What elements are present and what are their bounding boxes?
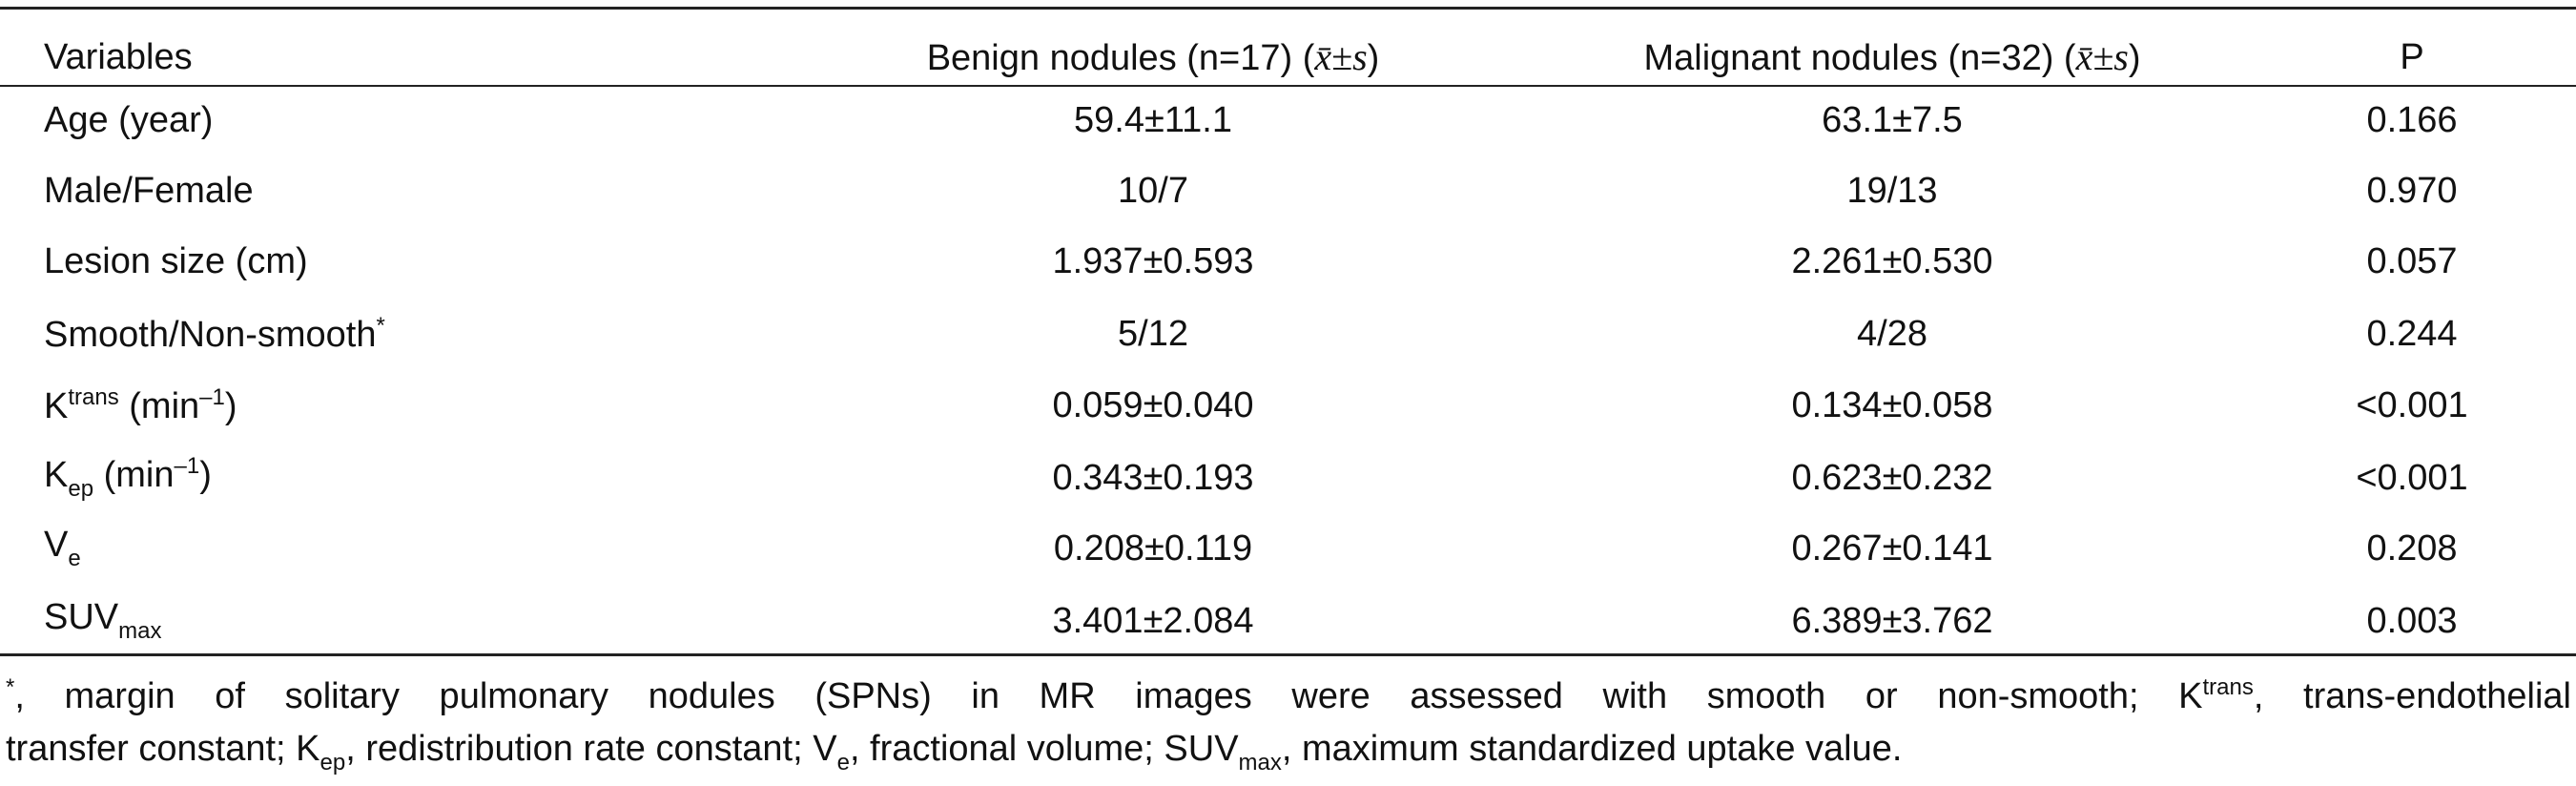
- table-cell: 5/12: [1118, 314, 1188, 354]
- math-run: x̄±s: [2075, 35, 2129, 78]
- text-run: Smooth/Non-smooth: [44, 315, 377, 355]
- text-run: , redistribution rate constant; V: [345, 729, 837, 769]
- table-cell: 0.059±0.040: [1052, 385, 1254, 425]
- table-cell: 0.003: [2366, 601, 2458, 641]
- table-cell: 3.401±2.084: [1052, 601, 1254, 641]
- row-label: Ve: [44, 527, 81, 570]
- table-cell: 19/13: [1846, 171, 1938, 211]
- row-label: Ktrans (min–1): [44, 384, 237, 426]
- sup-run: trans: [2202, 674, 2254, 700]
- row-label: Male/Female: [44, 173, 254, 209]
- row-label: Smooth/Non-smooth*: [44, 313, 385, 355]
- text-run: Benign nodules (n=17) (: [926, 38, 1315, 78]
- top-rule: [0, 7, 2576, 10]
- table-cell: <0.001: [2356, 385, 2468, 425]
- text-run: (min: [118, 386, 200, 426]
- table-cell: 1.937±0.593: [1052, 241, 1254, 281]
- table-cell: 0.343±0.193: [1052, 458, 1254, 498]
- text-run: , maximum standardized uptake value.: [1281, 729, 1903, 769]
- row-label: Lesion size (cm): [44, 243, 308, 279]
- text-run: , margin of solitary pulmonary nodules (…: [14, 676, 2203, 716]
- table-cell: 4/28: [1857, 314, 1927, 354]
- footnote-line: transfer constant; Kep, redistribution r…: [6, 731, 2571, 775]
- sup-run: trans: [68, 384, 119, 410]
- text-run: ): [199, 455, 212, 495]
- text-run: , fractional volume; SUV: [849, 729, 1239, 769]
- text-run: Male/Female: [44, 171, 254, 211]
- table-cell: 0.057: [2366, 241, 2458, 281]
- sub-run: ep: [68, 476, 94, 502]
- math-run: x̄±s: [1314, 35, 1368, 78]
- table-cell: 2.261±0.530: [1791, 241, 1993, 281]
- row-label: SUVmax: [44, 599, 161, 643]
- sub-run: max: [118, 618, 162, 644]
- sup-run: –1: [199, 384, 225, 410]
- row-label: Age (year): [44, 102, 213, 138]
- text-run: ): [2128, 38, 2141, 78]
- text-run: transfer constant; K: [6, 729, 320, 769]
- sub-run: ep: [319, 750, 346, 776]
- text-run: P: [2400, 37, 2424, 77]
- text-run: ): [1367, 38, 1380, 78]
- text-run: K: [44, 455, 69, 495]
- table-cell: 59.4±11.1: [1074, 100, 1232, 140]
- sup-run: *: [6, 674, 15, 700]
- text-run: Age (year): [44, 100, 214, 140]
- header-cell: Malignant nodules (n=32) (x̄±s): [1643, 35, 2141, 78]
- table-cell: 63.1±7.5: [1822, 100, 1963, 140]
- table-cell: 0.208: [2366, 528, 2458, 569]
- table-cell: 10/7: [1118, 171, 1188, 211]
- table-cell: 6.389±3.762: [1791, 601, 1993, 641]
- text-run: K: [44, 386, 69, 426]
- text-run: SUV: [44, 597, 119, 637]
- text-run: ): [224, 386, 237, 426]
- table-cell: 0.244: [2366, 314, 2458, 354]
- text-run: (min: [93, 455, 175, 495]
- text-run: V: [44, 525, 69, 565]
- header-cell: P: [2400, 39, 2423, 75]
- table-cell: 0.166: [2366, 100, 2458, 140]
- sub-run: max: [1238, 750, 1282, 776]
- sup-run: *: [376, 313, 385, 339]
- table-cell: 0.623±0.232: [1791, 458, 1993, 498]
- text-run: Malignant nodules (n=32) (: [1643, 38, 2076, 78]
- sub-run: e: [836, 750, 850, 776]
- header-rule: [0, 85, 2576, 87]
- footnote-line: *, margin of solitary pulmonary nodules …: [6, 674, 2572, 716]
- row-label: Kep (min–1): [44, 455, 212, 501]
- text-run: Variables: [44, 37, 193, 77]
- header-cell: Benign nodules (n=17) (x̄±s): [926, 35, 1380, 78]
- sup-run: –1: [174, 453, 200, 479]
- table-cell: 0.970: [2366, 171, 2458, 211]
- text-run: , trans-endothelial: [2253, 676, 2572, 716]
- table-cell: 0.267±0.141: [1791, 528, 1993, 569]
- table-cell: 0.134±0.058: [1791, 385, 1993, 425]
- header-cell: Variables: [44, 39, 193, 75]
- text-run: Lesion size (cm): [44, 241, 308, 281]
- sub-run: e: [68, 546, 81, 571]
- bottom-rule: [0, 653, 2576, 656]
- table-cell: <0.001: [2356, 458, 2468, 498]
- table-cell: 0.208±0.119: [1053, 528, 1253, 569]
